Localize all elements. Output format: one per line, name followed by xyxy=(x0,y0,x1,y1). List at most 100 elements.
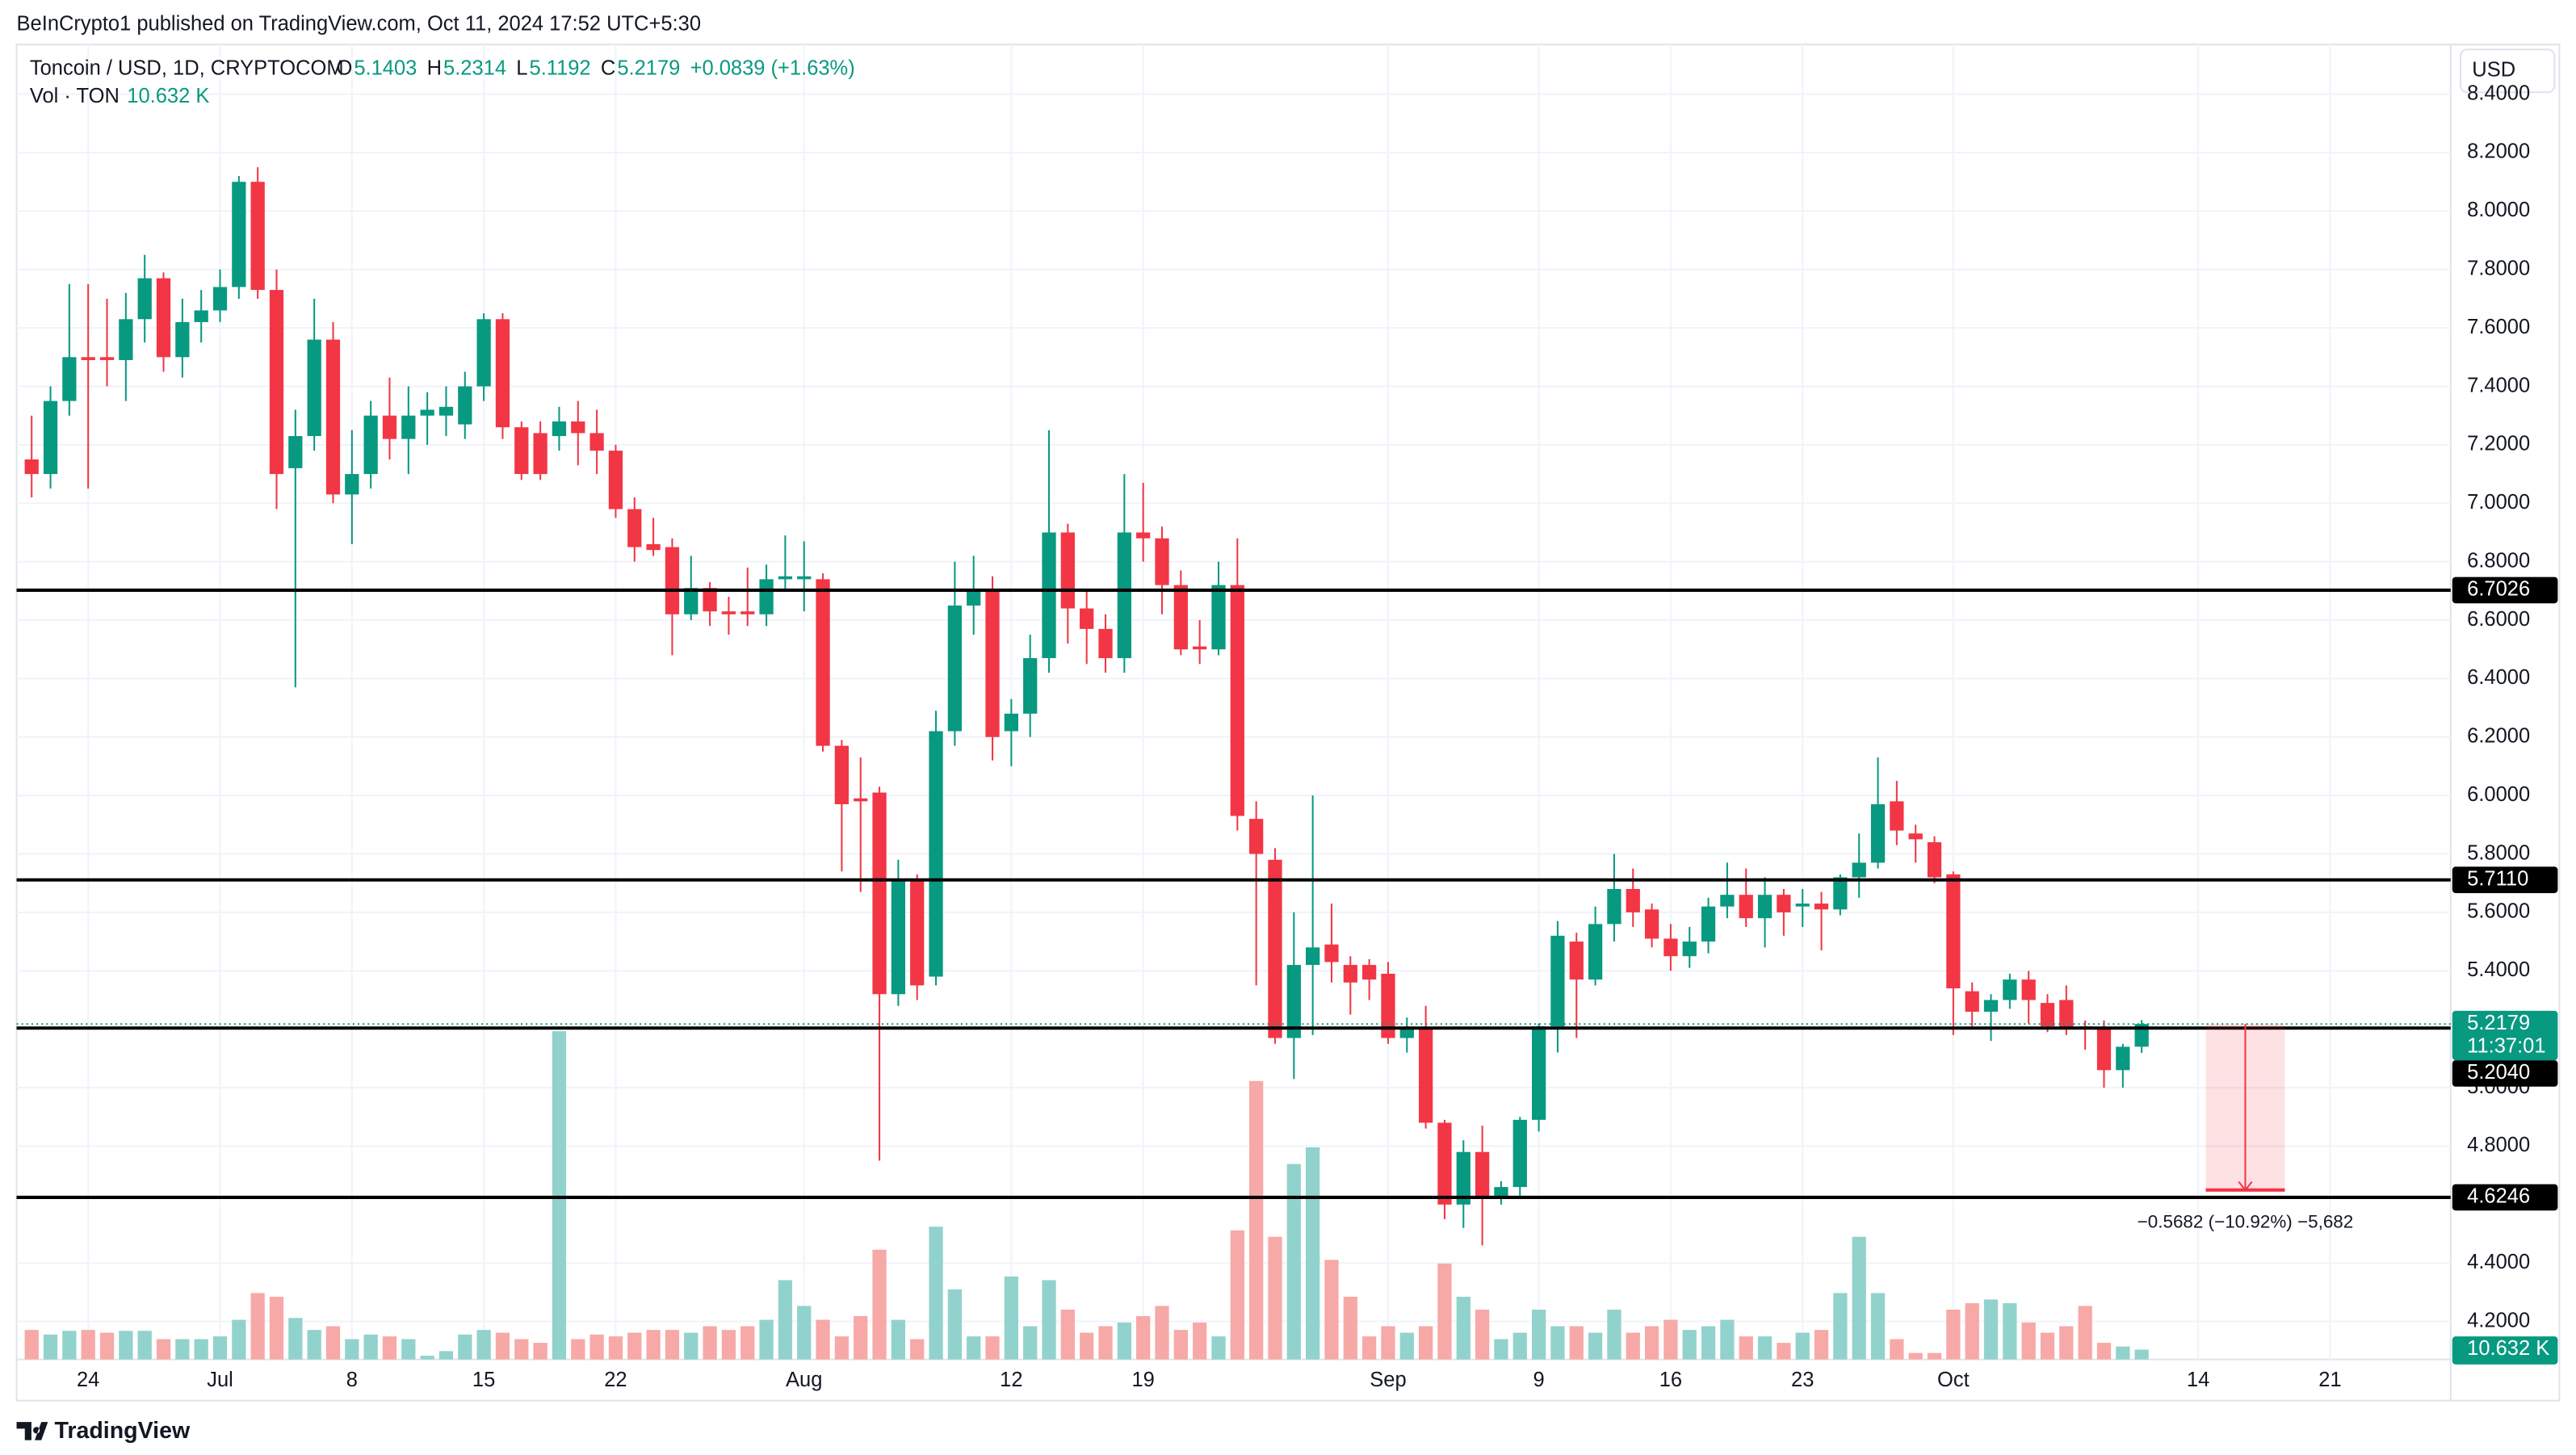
volume-bar xyxy=(1870,1293,1886,1360)
volume-bar xyxy=(382,1336,397,1360)
candle-body xyxy=(175,321,190,358)
currency-label[interactable]: USD xyxy=(2472,58,2515,81)
candle-body xyxy=(1890,801,1904,831)
volume-bar xyxy=(1361,1336,1377,1360)
volume-bar xyxy=(1268,1236,1282,1360)
candle-body xyxy=(571,421,585,434)
candle-body xyxy=(1927,842,1942,878)
candle-body xyxy=(476,319,491,387)
y-tick-label: 6.2000 xyxy=(2467,725,2530,748)
volume-bar xyxy=(1531,1309,1546,1360)
candle-body xyxy=(684,588,699,614)
volume-bar xyxy=(1193,1322,1207,1360)
volume-bar xyxy=(1155,1306,1169,1360)
x-tick-label: 16 xyxy=(1659,1369,1682,1391)
candle-body xyxy=(1286,965,1301,1038)
candle-body xyxy=(382,415,397,439)
volume-bar xyxy=(495,1332,510,1360)
volume-bar xyxy=(1249,1080,1264,1360)
candle-body xyxy=(1211,585,1226,650)
volume-bar xyxy=(2059,1326,2074,1360)
candle-body xyxy=(495,319,510,428)
volume-bar xyxy=(1512,1332,1527,1360)
volume-bar xyxy=(834,1336,850,1360)
candle-body xyxy=(2116,1046,2130,1071)
volume-bar xyxy=(175,1339,190,1360)
candle-body xyxy=(1663,938,1678,957)
volume-bar xyxy=(2040,1332,2055,1360)
volume-bar xyxy=(929,1226,943,1360)
volume-bar xyxy=(1080,1332,1094,1360)
volume-bar xyxy=(212,1336,228,1360)
volume-bar xyxy=(1550,1326,1565,1360)
volume-bar xyxy=(24,1330,39,1360)
y-tick-label: 6.0000 xyxy=(2467,783,2530,806)
volume-bar xyxy=(1777,1343,1791,1360)
volume-bar xyxy=(1004,1276,1018,1360)
volume-bar xyxy=(1795,1332,1810,1360)
candle-body xyxy=(250,182,265,291)
volume-bar xyxy=(156,1339,171,1360)
x-tick-label: Aug xyxy=(786,1369,822,1391)
volume-bar xyxy=(1306,1147,1320,1360)
volume-bar xyxy=(1343,1296,1357,1360)
volume-bar xyxy=(1814,1330,1829,1360)
candle-body xyxy=(1607,888,1622,925)
ohlc-key: L xyxy=(516,57,527,79)
candle-body xyxy=(1720,895,1735,907)
y-tick-label: 4.2000 xyxy=(2467,1309,2530,1331)
volume-bar xyxy=(684,1332,699,1360)
volume-bar xyxy=(2003,1302,2017,1360)
volume-bar xyxy=(325,1326,341,1360)
volume-bar xyxy=(401,1339,416,1360)
candle-body xyxy=(1060,532,1075,609)
candle-body xyxy=(43,400,58,475)
footer-logo xyxy=(16,1422,48,1440)
overlays xyxy=(16,588,2451,1199)
candle-body xyxy=(1475,1151,1490,1199)
volume-tag: 10.632 K xyxy=(2467,1337,2549,1360)
volume-bar xyxy=(571,1339,585,1360)
candle-body xyxy=(1757,895,1773,919)
volume-bar xyxy=(1286,1164,1301,1360)
candle-body xyxy=(1626,888,1640,912)
candle-body xyxy=(119,319,133,360)
y-tick-label: 6.6000 xyxy=(2467,608,2530,631)
ohlc-value: 5.1403 xyxy=(354,57,417,79)
candle-body xyxy=(1324,944,1339,962)
level-label: 5.7110 xyxy=(2467,867,2528,890)
volume-bar xyxy=(872,1249,887,1360)
volume-bar xyxy=(1042,1280,1056,1360)
candle-body xyxy=(1852,862,1866,878)
volume-bar xyxy=(1117,1322,1131,1360)
y-tick-label: 7.4000 xyxy=(2467,374,2530,396)
candle-body xyxy=(834,745,850,805)
volume-bar xyxy=(1173,1330,1188,1360)
candle-body xyxy=(194,310,208,322)
ohlc-value: 5.2314 xyxy=(443,57,506,79)
volume-bar xyxy=(797,1306,812,1360)
volume-bar xyxy=(1437,1263,1452,1360)
x-tick-label: 22 xyxy=(604,1369,627,1391)
volume-bar xyxy=(1588,1332,1603,1360)
level-label-box xyxy=(2452,866,2558,894)
volume-bar xyxy=(363,1334,378,1360)
volume-bar xyxy=(1644,1326,1659,1360)
volume-bar xyxy=(514,1339,529,1360)
volume-bar xyxy=(232,1319,246,1360)
volume-bar xyxy=(43,1334,58,1360)
currency-button[interactable] xyxy=(2459,48,2556,94)
volume-last: 10.632 K xyxy=(127,85,209,107)
volume-bar xyxy=(816,1319,830,1360)
volume-bar xyxy=(476,1330,491,1360)
candle-body xyxy=(1795,904,1810,907)
volume-tag-box xyxy=(2452,1336,2558,1365)
y-tick-label: 7.0000 xyxy=(2467,491,2530,514)
candle-body xyxy=(1117,532,1131,659)
volume-bar xyxy=(1890,1339,1904,1360)
candle-body xyxy=(1437,1122,1452,1205)
candle-body xyxy=(627,509,642,547)
candle-body xyxy=(759,579,774,614)
candle-body xyxy=(1306,947,1320,966)
